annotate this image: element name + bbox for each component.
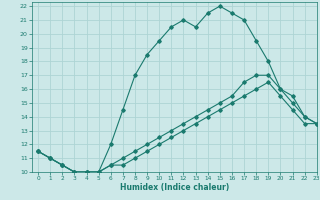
X-axis label: Humidex (Indice chaleur): Humidex (Indice chaleur) bbox=[120, 183, 229, 192]
